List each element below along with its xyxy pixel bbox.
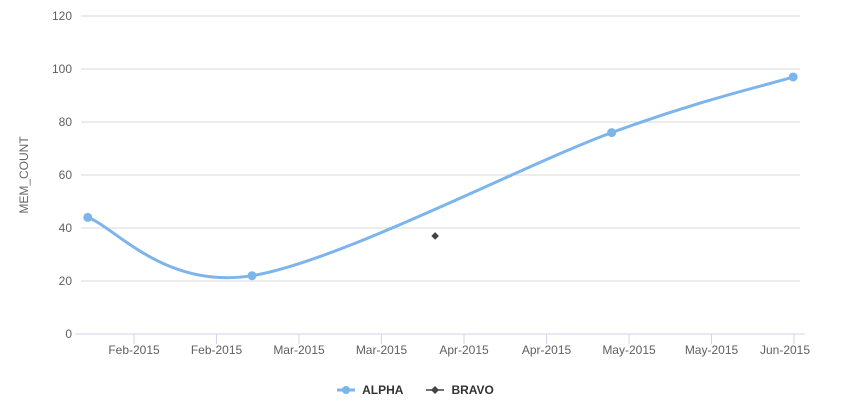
x-tick-label: Mar-2015 [273,343,325,357]
alpha-data-point[interactable] [83,212,93,222]
y-tick-label: 60 [59,168,73,182]
y-tick-label: 20 [59,274,73,288]
x-tick-label: Mar-2015 [356,343,408,357]
bravo-data-point[interactable] [431,232,439,240]
alpha-series-line [86,75,795,280]
y-tick-label: 0 [65,327,72,341]
alpha-line-circle-marker-icon [337,386,356,394]
x-tick-label: Jun-2015 [760,343,810,357]
x-tick-label: Apr-2015 [439,343,489,357]
y-tick-label: 40 [59,221,73,235]
legend-label-bravo: BRAVO [451,383,494,397]
y-tick-label: 80 [59,115,73,129]
plot-area: Feb-2015 Feb-2015 Mar-2015 Mar-2015 Apr-2015… [17,9,810,357]
x-tick-label: Apr-2015 [522,343,572,357]
x-tick-label: May-2015 [602,343,656,357]
alpha-data-point[interactable] [607,128,617,138]
legend-item-bravo[interactable]: BRAVO [425,383,494,397]
y-axis-title: MEM_COUNT [17,136,31,214]
alpha-data-point[interactable] [247,271,257,281]
y-tick-label: 100 [52,62,72,76]
legend-label-alpha: ALPHA [362,383,404,397]
x-tick-label: Feb-2015 [108,343,160,357]
y-tick-label: 120 [52,9,72,23]
bravo-line-diamond-marker-icon [426,386,445,394]
x-tick-label: May-2015 [685,343,739,357]
legend-item-alpha[interactable]: ALPHA [336,384,403,396]
alpha-data-point[interactable] [788,72,798,82]
legend: ALPHA BRAVO [0,378,849,402]
x-tick-label: Feb-2015 [191,343,243,357]
